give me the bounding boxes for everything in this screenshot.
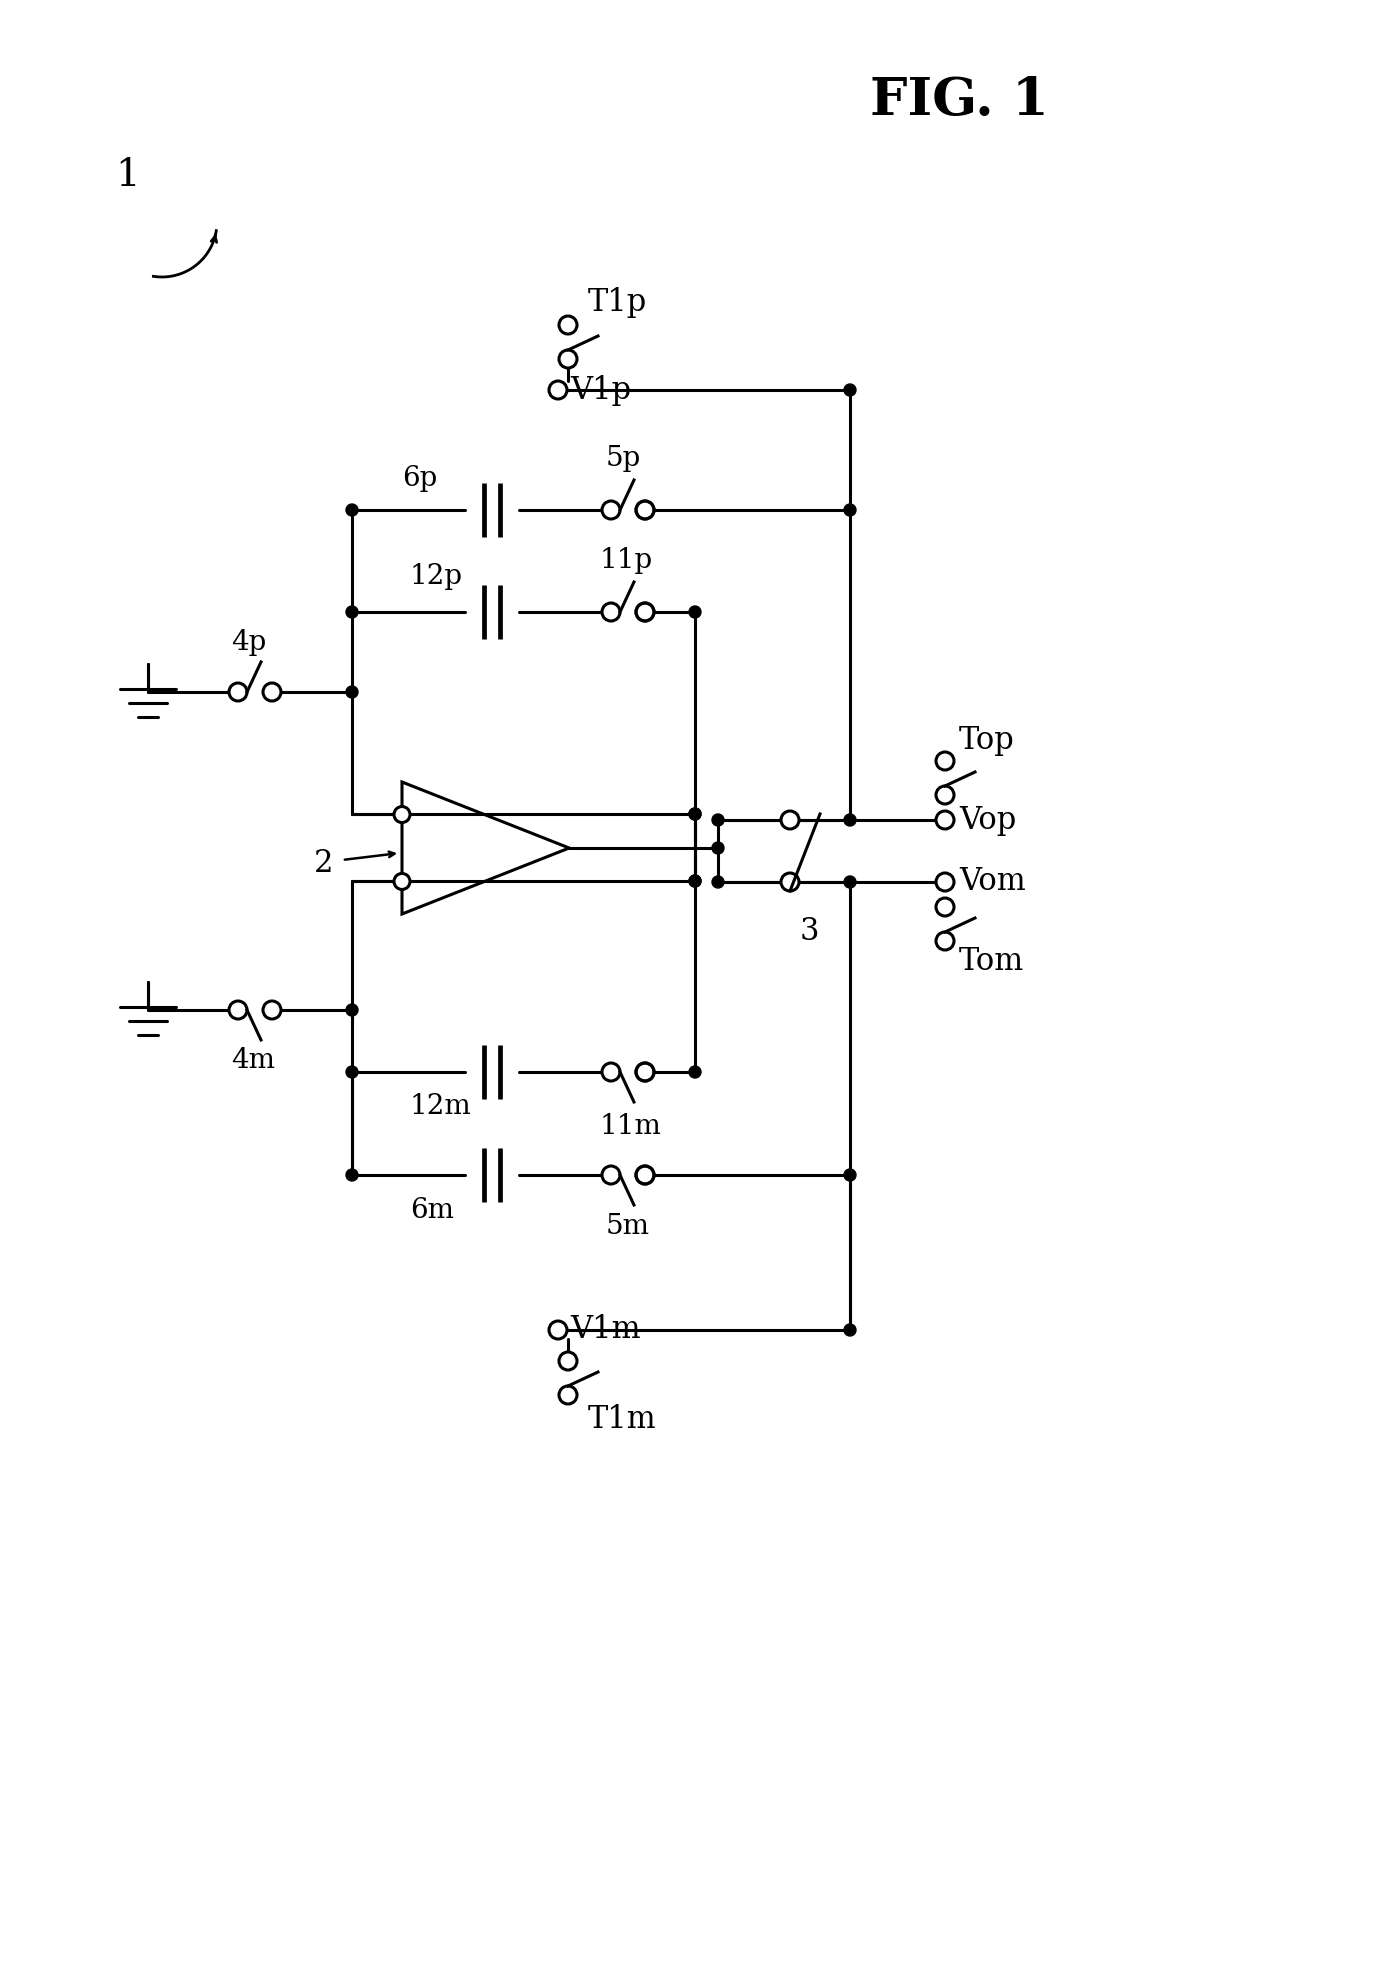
Circle shape (636, 500, 654, 520)
Circle shape (689, 1065, 702, 1077)
Circle shape (636, 1063, 654, 1081)
Text: 6p: 6p (402, 465, 437, 492)
Circle shape (844, 1169, 856, 1181)
Circle shape (689, 875, 702, 887)
Circle shape (347, 1065, 358, 1077)
Text: Vop: Vop (959, 804, 1016, 836)
Circle shape (560, 1385, 578, 1405)
Circle shape (935, 787, 954, 804)
Circle shape (560, 316, 578, 334)
Circle shape (636, 500, 654, 520)
Text: Vom: Vom (959, 867, 1026, 897)
Circle shape (601, 500, 619, 520)
Text: 12p: 12p (411, 563, 464, 591)
Circle shape (935, 751, 954, 769)
Text: 11p: 11p (600, 547, 653, 573)
Text: T1p: T1p (587, 286, 647, 318)
Text: 5p: 5p (606, 445, 642, 471)
Text: Tom: Tom (959, 946, 1025, 977)
Text: 2: 2 (315, 848, 334, 879)
Circle shape (935, 899, 954, 916)
Text: 3: 3 (800, 916, 820, 948)
Circle shape (711, 875, 724, 889)
Circle shape (347, 1005, 358, 1016)
Text: V1p: V1p (569, 375, 631, 406)
Circle shape (636, 602, 654, 622)
Circle shape (601, 602, 619, 622)
Text: 6m: 6m (411, 1197, 454, 1224)
Circle shape (548, 1320, 567, 1338)
Circle shape (844, 504, 856, 516)
Text: 5m: 5m (606, 1214, 650, 1240)
Circle shape (844, 385, 856, 396)
Circle shape (347, 504, 358, 516)
Circle shape (636, 602, 654, 622)
Circle shape (689, 808, 702, 820)
Circle shape (601, 1165, 619, 1183)
Circle shape (263, 683, 281, 700)
Text: Top: Top (959, 724, 1015, 755)
Circle shape (844, 875, 856, 889)
Circle shape (601, 1063, 619, 1081)
Circle shape (689, 875, 702, 887)
Circle shape (844, 1324, 856, 1336)
Text: 11m: 11m (600, 1114, 661, 1140)
Circle shape (347, 1169, 358, 1181)
Circle shape (636, 1165, 654, 1183)
Circle shape (347, 606, 358, 618)
Text: FIG. 1: FIG. 1 (870, 75, 1048, 126)
Circle shape (230, 1001, 246, 1018)
Circle shape (230, 683, 246, 700)
Circle shape (560, 349, 578, 369)
Circle shape (394, 873, 411, 889)
Circle shape (263, 1001, 281, 1018)
Text: 1: 1 (116, 157, 139, 194)
Circle shape (636, 1165, 654, 1183)
Circle shape (781, 810, 799, 830)
Circle shape (560, 1352, 578, 1369)
Circle shape (711, 842, 724, 853)
Text: 12m: 12m (411, 1093, 472, 1120)
Circle shape (935, 810, 954, 830)
Text: 4p: 4p (231, 628, 266, 655)
Circle shape (548, 381, 567, 398)
Text: 4m: 4m (231, 1046, 276, 1073)
Text: V1m: V1m (569, 1315, 640, 1346)
Circle shape (935, 873, 954, 891)
Circle shape (711, 814, 724, 826)
Circle shape (394, 806, 411, 822)
Text: T1m: T1m (587, 1405, 657, 1436)
Circle shape (781, 873, 799, 891)
Circle shape (844, 814, 856, 826)
Circle shape (935, 932, 954, 950)
Circle shape (689, 808, 702, 820)
Circle shape (636, 1063, 654, 1081)
Circle shape (689, 606, 702, 618)
Circle shape (347, 687, 358, 698)
